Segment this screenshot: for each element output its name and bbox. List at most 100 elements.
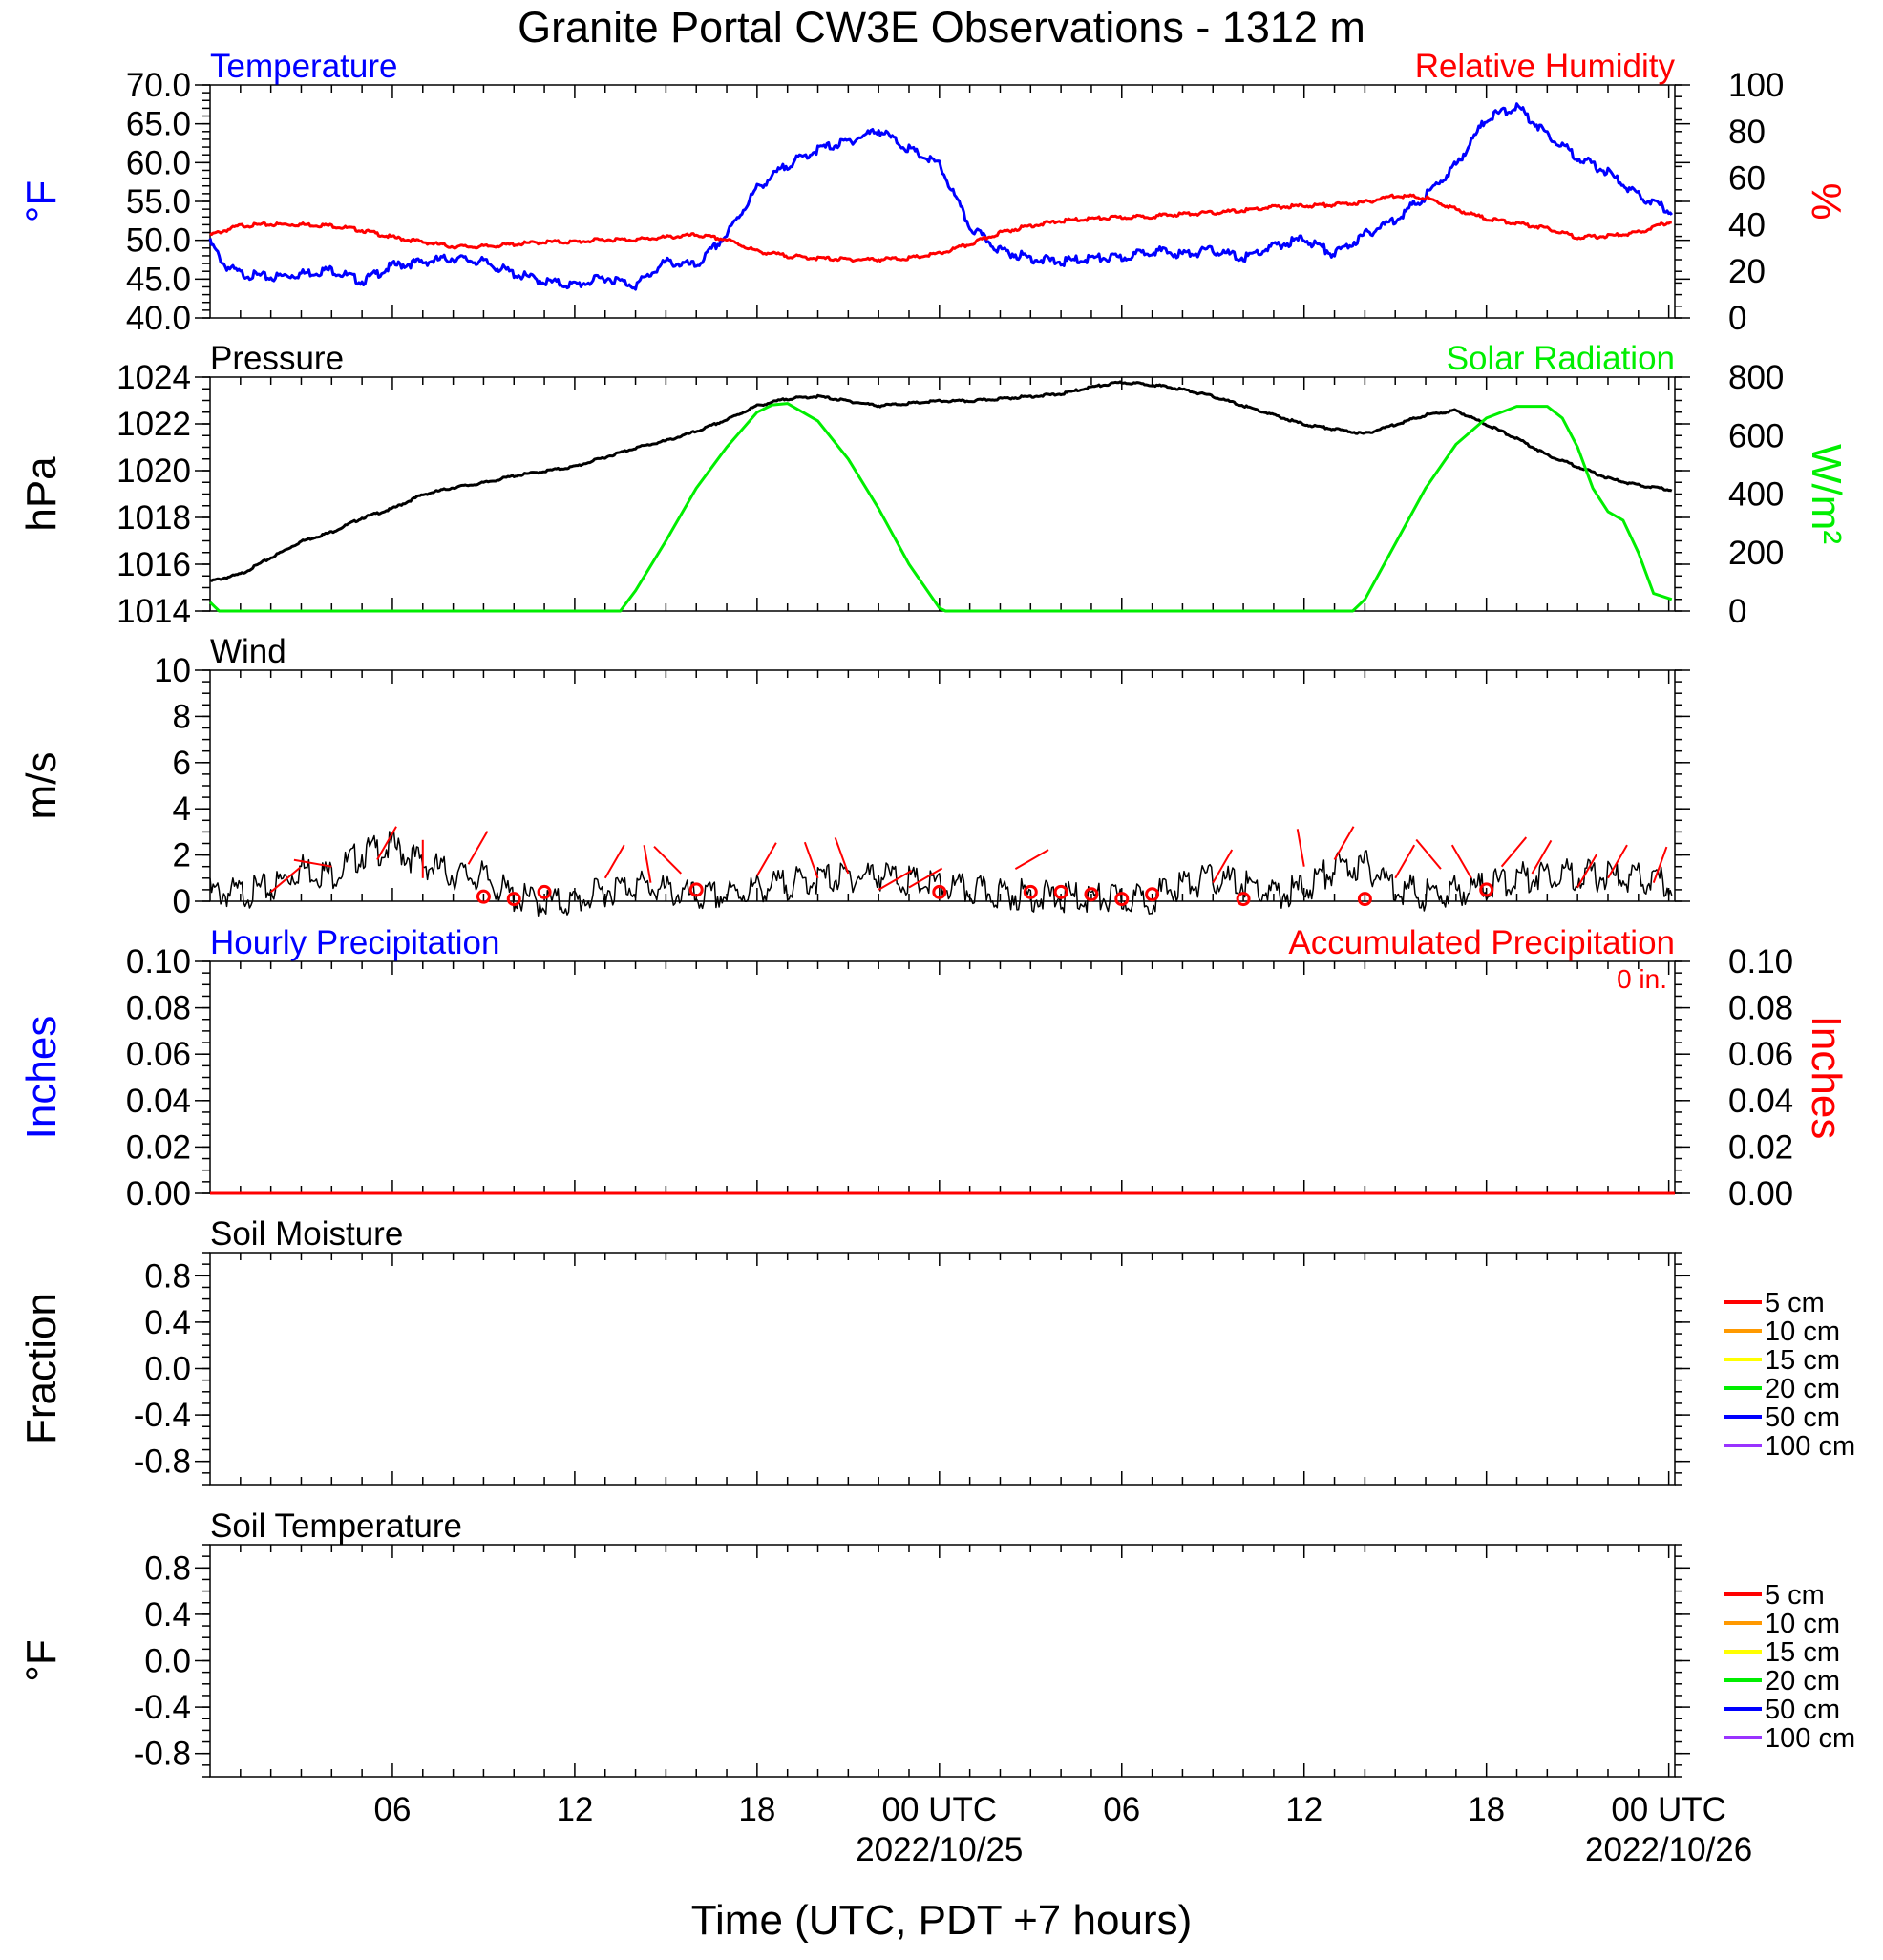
plot-frame (209, 1252, 1676, 1486)
wind-barb (1394, 844, 1416, 879)
y-tick-label-left: 0.4 (144, 1304, 191, 1341)
y-tick-label-left: 70.0 (126, 67, 191, 104)
calm-wind-marker (932, 884, 947, 899)
calm-wind-marker (1114, 892, 1130, 907)
x-tick-date-label: 2022/10/26 (1585, 1831, 1752, 1868)
y-tick-label-right: 600 (1728, 417, 1784, 454)
calm-wind-marker (537, 884, 552, 899)
y-tick-label-left: -0.8 (134, 1444, 191, 1481)
y-tick-label-left: 0.4 (144, 1596, 191, 1633)
y-tick-label-left: -0.8 (134, 1736, 191, 1773)
y-tick-label-left: 1024 (116, 359, 191, 396)
y-axis-label-left: Fraction (18, 1293, 65, 1444)
y-tick-label-left: 0.06 (126, 1036, 191, 1073)
wind-barb (1415, 838, 1442, 870)
y-tick-label-left: 2 (173, 837, 191, 875)
series-line-relative-humidity (209, 193, 1672, 263)
y-axis-label-right: W/m² (1803, 444, 1850, 544)
wind-barb (834, 837, 850, 875)
x-tick-label: 18 (1468, 1791, 1505, 1828)
y-tick-label-left: 1014 (116, 593, 191, 630)
y-tick-label-right: 0.02 (1728, 1128, 1793, 1166)
legend-label: 15 cm (1765, 1637, 1840, 1668)
figure-title: Granite Portal CW3E Observations - 1312 … (518, 3, 1365, 52)
y-tick-label-right: 0.00 (1728, 1175, 1793, 1212)
y-tick-label-left: 0.8 (144, 1549, 191, 1587)
wind-barb (467, 831, 489, 865)
panel-title-left: Pressure (210, 340, 344, 377)
y-tick-label-left: 10 (154, 652, 191, 689)
y-tick-label-left: 8 (173, 698, 191, 735)
panel-temp_rh: 40.045.050.055.060.065.070.0 0 20 40 60 80 100… (18, 48, 1850, 337)
y-tick-label-right: 0.06 (1728, 1036, 1793, 1073)
y-axis-label-left: °F (18, 180, 65, 222)
calm-wind-marker (1357, 892, 1372, 907)
y-tick-label-left: 0.8 (144, 1257, 191, 1295)
panel-title-left: Soil Moisture (210, 1215, 403, 1253)
wind-barb (1014, 849, 1049, 870)
x-tick-label: 12 (556, 1791, 593, 1828)
panel-title-left: Hourly Precipitation (210, 924, 499, 961)
wind-barb (908, 867, 943, 889)
x-tick-label: 06 (1103, 1791, 1140, 1828)
y-tick-label-left: 0.10 (126, 943, 191, 980)
y-tick-label-right: 80 (1728, 114, 1766, 151)
panel-title-left: Temperature (210, 48, 397, 85)
legend-label: 50 cm (1765, 1402, 1840, 1433)
y-tick-label-left: 4 (173, 790, 191, 828)
panel-title-right: Relative Humidity (1415, 48, 1676, 85)
series-line-pressure (209, 380, 1673, 582)
wind-barb (1652, 846, 1668, 883)
y-tick-label-left: 60.0 (126, 144, 191, 181)
wind-barb (643, 845, 652, 883)
y-tick-label-left: 0.08 (126, 990, 191, 1027)
wind-barb (1531, 839, 1553, 875)
y-tick-label-left: 45.0 (126, 261, 191, 298)
y-tick-label-right: 100 (1728, 67, 1784, 104)
panel-pressure_solar: 1014 1016 1018 1020 1022 1024 0 200 400 600 800 Pre… (18, 340, 1850, 630)
y-tick-label-left: 50.0 (126, 222, 191, 260)
y-tick-label-left: -0.4 (134, 1689, 191, 1726)
series-line-wind (209, 831, 1673, 917)
plot-frame (209, 960, 1676, 1194)
y-tick-label-left: 1018 (116, 499, 191, 537)
x-tick-label: 06 (373, 1791, 411, 1828)
calm-wind-marker (688, 882, 704, 897)
y-tick-label-left: 1016 (116, 546, 191, 583)
calm-wind-marker (1145, 887, 1160, 902)
panel-title-left: Soil Temperature (210, 1507, 462, 1545)
wind-barb (803, 841, 819, 879)
wind-barb (270, 866, 301, 894)
accumulated-total-label: 0 in. (1617, 964, 1667, 994)
series-line-solar-radiation (208, 402, 1673, 613)
y-axis-label-left: hPa (18, 456, 65, 532)
x-tick-label: 18 (738, 1791, 775, 1828)
wind-barb (1607, 844, 1628, 879)
calm-wind-marker (1084, 887, 1099, 902)
panels-group: 40.045.050.055.060.065.070.0020406080100… (18, 48, 1855, 1868)
calm-wind-marker (476, 889, 491, 904)
y-tick-label-right: 0.10 (1728, 943, 1793, 980)
y-tick-label-right: 200 (1728, 535, 1784, 572)
y-tick-label-right: 20 (1728, 253, 1766, 290)
y-tick-label-left: 0.02 (126, 1128, 191, 1166)
y-axis-label-right: Inches (1803, 1016, 1850, 1140)
y-tick-label-left: 0 (173, 883, 191, 920)
panel-wind: 0 2 4 6 8 10 Wind m/s (18, 633, 1690, 920)
x-tick-label: 00 UTC (882, 1791, 998, 1828)
legend-label: 15 cm (1765, 1345, 1840, 1376)
legend-label: 10 cm (1765, 1609, 1840, 1639)
series-line-temperature (208, 102, 1673, 291)
plot-frame (209, 1544, 1676, 1778)
y-tick-label-left: 1022 (116, 406, 191, 443)
x-tick-date-label: 2022/10/25 (856, 1831, 1023, 1868)
y-tick-label-right: 0.04 (1728, 1083, 1793, 1120)
legend-label: 20 cm (1765, 1374, 1840, 1404)
wind-barb (376, 826, 397, 860)
y-tick-label-left: 0.0 (144, 1643, 191, 1680)
wind-barb (603, 844, 625, 879)
wind-barb (1576, 854, 1598, 888)
legend-label: 50 cm (1765, 1695, 1840, 1725)
